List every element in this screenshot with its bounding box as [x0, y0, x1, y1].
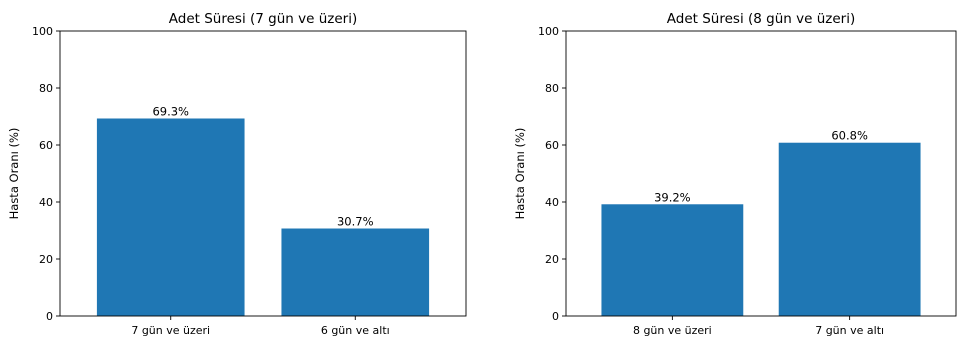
- y-tick-label: 0: [552, 310, 559, 323]
- bar-2: [281, 228, 430, 316]
- bar-value-label: 39.2%: [654, 190, 691, 204]
- y-axis-label: Hasta Oranı (%): [513, 128, 527, 220]
- y-tick-label: 60: [545, 139, 559, 152]
- chart-left: 0 20 40 60 80 100 7 gün ve üzeri 6 gün ve altı 6…: [7, 11, 467, 337]
- bar-value-label: 60.8%: [831, 129, 868, 143]
- y-tick-label: 20: [545, 253, 559, 266]
- x-tick-label: 7 gün ve altı: [815, 324, 884, 337]
- y-tick-label: 80: [39, 82, 53, 95]
- axes-frame: [565, 30, 957, 317]
- bar-1: [96, 118, 245, 317]
- y-tick-label: 40: [39, 196, 53, 209]
- axes-frame: [59, 30, 467, 317]
- y-axis-label: Hasta Oranı (%): [7, 128, 21, 220]
- y-tick-label: 40: [545, 196, 559, 209]
- y-tick-label: 100: [32, 25, 53, 38]
- y-tick-label: 20: [39, 253, 53, 266]
- bar-value-label: 69.3%: [152, 104, 189, 118]
- bar-value-label: 30.7%: [337, 215, 374, 229]
- chart-right: 0 20 40 60 80 100 8 gün ve üzeri 7 gün ve altı 3…: [513, 11, 957, 337]
- bar-1: [601, 204, 744, 316]
- x-tick-label: 6 gün ve altı: [321, 324, 390, 337]
- chart-title: Adet Süresi (7 gün ve üzeri): [169, 11, 357, 27]
- bar-2: [778, 142, 921, 316]
- y-tick-label: 100: [538, 25, 559, 38]
- y-tick-label: 60: [39, 139, 53, 152]
- x-tick-label: 8 gün ve üzeri: [633, 324, 712, 337]
- chart-title: Adet Süresi (8 gün ve üzeri): [667, 11, 855, 27]
- y-tick-label: 80: [545, 82, 559, 95]
- y-tick-label: 0: [46, 310, 53, 323]
- x-tick-label: 7 gün ve üzeri: [131, 324, 210, 337]
